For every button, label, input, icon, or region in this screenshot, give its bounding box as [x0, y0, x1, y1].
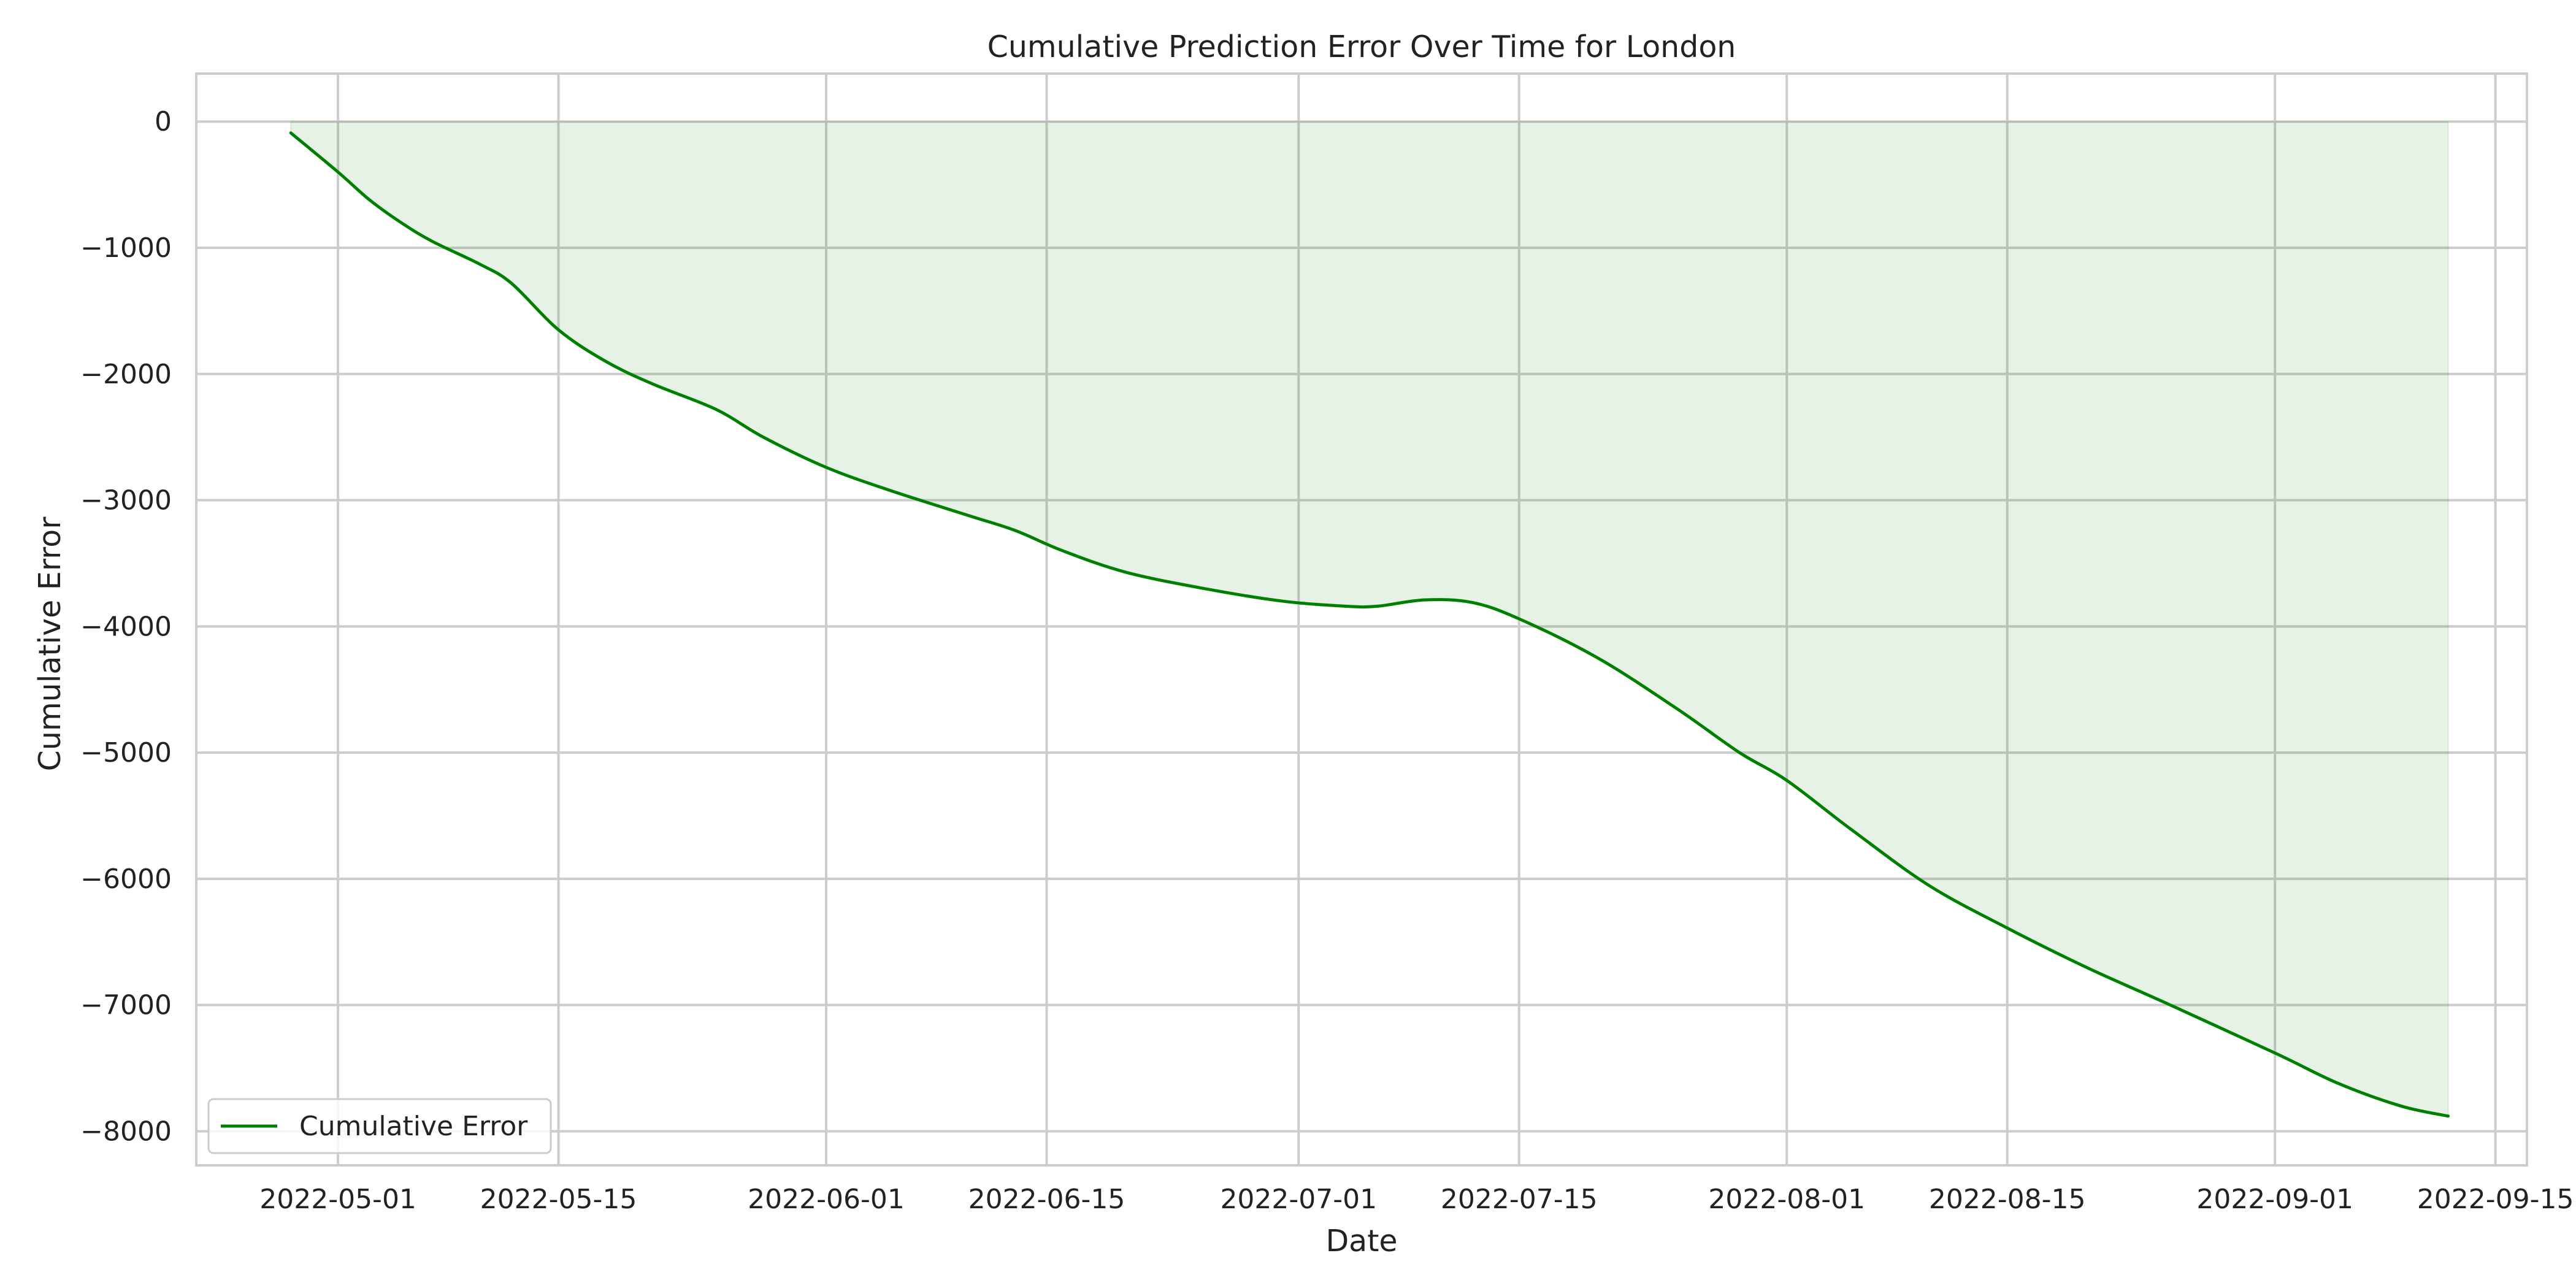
- y-tick-label: −2000: [80, 359, 172, 390]
- x-tick-label: 2022-07-15: [1441, 1184, 1598, 1215]
- x-tick-label: 2022-08-15: [1929, 1184, 2086, 1215]
- x-tick-label: 2022-05-15: [480, 1184, 637, 1215]
- x-tick-label: 2022-09-15: [2417, 1184, 2574, 1215]
- chart-title: Cumulative Prediction Error Over Time fo…: [987, 29, 1736, 64]
- legend: Cumulative Error: [207, 1098, 552, 1154]
- x-tick-labels: 2022-05-01 2022-05-15 2022-06-01 2022-06-15…: [259, 1184, 2574, 1215]
- x-axis-label: Date: [1325, 1224, 1397, 1259]
- y-tick-label: −4000: [80, 611, 172, 642]
- y-tick-label: −6000: [80, 864, 172, 895]
- legend-label-cumulative-error: Cumulative Error: [299, 1111, 528, 1142]
- y-tick-label: −1000: [80, 232, 172, 264]
- y-tick-labels: 0 −1000 −2000 −3000 −4000 −5000 −6000 −7000 −800…: [80, 106, 172, 1147]
- x-tick-label: 2022-08-01: [1708, 1184, 1865, 1215]
- cumulative-error-line: [289, 131, 2450, 1118]
- legend-box: [207, 1098, 552, 1154]
- plot-frame: [195, 72, 2528, 1167]
- x-tick-label: 2022-06-15: [968, 1184, 1125, 1215]
- series-line-layer: [289, 131, 2450, 1118]
- y-tick-label: 0: [155, 106, 172, 137]
- x-tick-label: 2022-07-01: [1220, 1184, 1377, 1215]
- y-tick-label: −8000: [80, 1116, 172, 1147]
- x-tick-label: 2022-09-01: [2196, 1184, 2353, 1215]
- y-tick-label: −3000: [80, 485, 172, 516]
- grid-lines: [196, 74, 2527, 1165]
- y-tick-label: −5000: [80, 737, 172, 769]
- y-axis-label: Cumulative Error: [33, 516, 67, 772]
- x-tick-label: 2022-06-01: [748, 1184, 905, 1215]
- x-tick-label: 2022-05-01: [259, 1184, 416, 1215]
- y-tick-label: −7000: [80, 990, 172, 1021]
